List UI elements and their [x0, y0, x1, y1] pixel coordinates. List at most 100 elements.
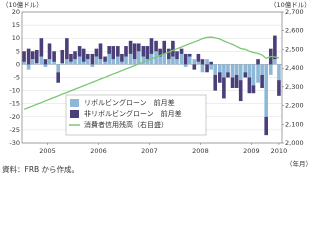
bar	[34, 49, 39, 64]
bar	[94, 48, 99, 57]
bar	[34, 63, 39, 65]
bar	[22, 61, 26, 65]
bar	[111, 59, 116, 65]
bar	[39, 56, 44, 65]
y-tick-label: 10	[12, 34, 20, 42]
bar	[222, 77, 226, 99]
x-axis-title: （年月）	[286, 159, 312, 168]
bar	[167, 48, 171, 60]
bar	[107, 53, 111, 65]
bar	[60, 63, 65, 65]
legend-label: リボルビングローン 前月差	[84, 98, 175, 107]
bar	[154, 40, 158, 52]
bar	[209, 64, 213, 70]
y-tick-label: -10	[9, 87, 20, 95]
y-tick-label: 0	[16, 60, 20, 68]
background	[0, 0, 312, 177]
bar	[103, 56, 107, 62]
bar	[30, 51, 35, 60]
bar	[81, 48, 86, 62]
bar	[81, 61, 86, 65]
bar	[73, 59, 77, 65]
bar	[56, 64, 61, 73]
source-note: 資料：FRB から作成。	[2, 164, 79, 174]
bar	[238, 64, 243, 81]
bar	[247, 77, 252, 94]
bar	[167, 59, 171, 65]
bar	[43, 64, 48, 68]
bar	[120, 53, 124, 62]
bar	[205, 59, 209, 65]
bar	[256, 64, 260, 83]
bar	[200, 59, 205, 65]
y2-tick-label: 2,600	[285, 27, 304, 35]
bar	[230, 64, 235, 78]
bar	[77, 56, 82, 65]
bar	[52, 61, 56, 65]
y-tick-label: -20	[9, 113, 20, 121]
bar	[196, 61, 201, 65]
bar	[277, 64, 281, 81]
bar	[200, 64, 205, 73]
bar	[145, 59, 150, 65]
bar	[171, 40, 175, 57]
bar	[116, 56, 120, 65]
bar	[192, 59, 197, 65]
legend-label: 消費者信用残高（右目盛）	[84, 120, 168, 129]
bar	[116, 46, 120, 57]
bar	[158, 48, 162, 57]
bar	[145, 46, 150, 60]
bar	[183, 53, 188, 65]
bar	[26, 48, 31, 65]
bar	[60, 49, 65, 64]
x-tick-label: 2005	[39, 147, 56, 155]
y2-tick-label: 2,700	[285, 8, 304, 16]
x-tick-label: 2006	[90, 147, 107, 155]
bar	[90, 53, 95, 65]
bar	[98, 59, 103, 65]
bar	[69, 53, 73, 62]
bar	[77, 46, 82, 57]
bar	[213, 64, 218, 75]
bar	[247, 64, 252, 78]
bar	[209, 61, 213, 65]
bar	[192, 64, 197, 70]
bar	[171, 56, 175, 65]
y2-tick-label: 2,000	[285, 139, 304, 147]
x-tick-label: 2007	[141, 147, 158, 155]
bar	[132, 59, 137, 65]
legend-swatch	[70, 99, 79, 107]
bar	[124, 56, 128, 65]
bar	[128, 40, 133, 54]
bar	[136, 51, 141, 65]
bar	[154, 51, 158, 65]
bar	[162, 53, 167, 65]
bar	[268, 64, 273, 75]
bar	[234, 64, 239, 75]
bar	[111, 46, 116, 60]
y-tick-label: -15	[9, 100, 20, 108]
bar	[238, 80, 243, 102]
bar	[47, 59, 52, 65]
y2-tick-label: 2,500	[285, 45, 304, 53]
bar	[39, 38, 44, 57]
line	[23, 36, 280, 110]
bar	[175, 51, 179, 60]
bar	[56, 72, 61, 83]
bar	[243, 72, 248, 78]
bar	[251, 64, 256, 86]
bar	[90, 64, 95, 68]
x-tick-label: 2010	[271, 147, 288, 155]
bar	[65, 59, 69, 65]
bar	[226, 72, 230, 78]
bar	[149, 38, 154, 54]
bar	[98, 43, 103, 60]
bar	[256, 59, 260, 65]
bar	[128, 53, 133, 65]
bar	[141, 46, 146, 57]
bar	[65, 38, 69, 60]
bar	[230, 77, 235, 88]
bar	[158, 56, 162, 65]
y2-tick-label: 2,200	[285, 102, 304, 110]
